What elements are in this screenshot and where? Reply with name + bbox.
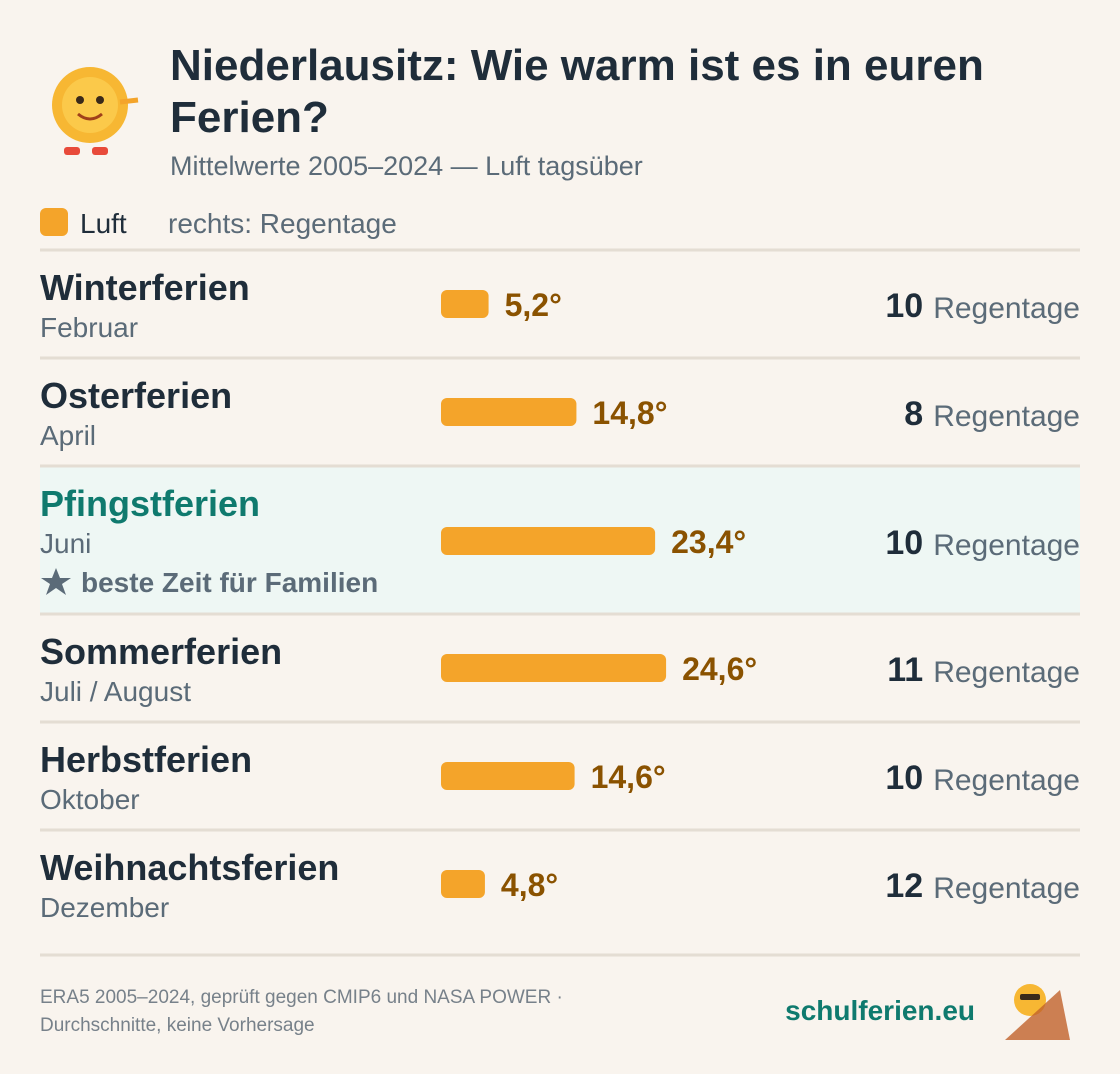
sun-mascot (52, 67, 139, 155)
brand: schulferien.eu (785, 995, 975, 1026)
row-sublabel: Februar (40, 312, 138, 343)
value-label: 23,4° (671, 524, 746, 560)
legend-label: Luft (80, 208, 127, 239)
rain-days: 11 (887, 651, 923, 689)
bar (441, 870, 485, 898)
rain-days: 8 (904, 395, 923, 433)
value-label: 14,8° (592, 395, 667, 431)
row-sublabel: Juni (40, 528, 91, 559)
rain-unit: Regentage (933, 292, 1080, 325)
row-name: Weihnachtsferien (40, 847, 339, 888)
value-label: 4,8° (501, 867, 558, 903)
row-name: Winterferien (40, 267, 250, 308)
bar (441, 762, 575, 790)
star-icon (41, 568, 71, 595)
bar (441, 290, 489, 318)
rain-unit: Regentage (933, 400, 1080, 433)
rows: Winterferien Februar 5,2° Regentage 10 Osterf… (40, 248, 1080, 923)
sun-chair-icon (1005, 984, 1070, 1040)
row-sublabel: Dezember (40, 892, 169, 923)
bar (441, 654, 667, 682)
value-label: 14,6° (591, 759, 666, 795)
footer-source: Durchschnitte, keine Vorhersage (40, 1015, 315, 1036)
row-name: Osterferien (40, 375, 232, 416)
rain-unit: Regentage (933, 656, 1080, 689)
rain-days: 10 (885, 759, 923, 797)
legend-note: rechts: Regentage (168, 208, 397, 239)
row-note: beste Zeit für Familien (81, 567, 378, 598)
footer-source: ERA5 2005–2024, geprüft gegen CMIP6 und … (40, 987, 563, 1008)
rain-days: 10 (885, 287, 923, 325)
row-sublabel: April (40, 420, 96, 451)
bar (441, 398, 577, 426)
row-name: Sommerferien (40, 631, 282, 672)
value-label: 5,2° (505, 287, 562, 323)
bar (441, 527, 656, 555)
title: Ferien? (170, 93, 329, 142)
rain-unit: Regentage (933, 529, 1080, 562)
row-sublabel: Oktober (40, 784, 140, 815)
rain-unit: Regentage (933, 872, 1080, 905)
row-name: Pfingstferien (40, 483, 260, 524)
row-sublabel: Juli / August (40, 676, 191, 707)
title: Niederlausitz: Wie warm ist es in euren (170, 41, 984, 90)
rain-unit: Regentage (933, 764, 1080, 797)
subtitle: Mittelwerte 2005–2024 — Luft tagsüber (170, 151, 643, 181)
row-name: Herbstferien (40, 739, 252, 780)
rain-days: 12 (885, 867, 923, 905)
rain-days: 10 (885, 524, 923, 562)
value-label: 24,6° (682, 651, 757, 687)
legend-swatch (40, 208, 68, 236)
